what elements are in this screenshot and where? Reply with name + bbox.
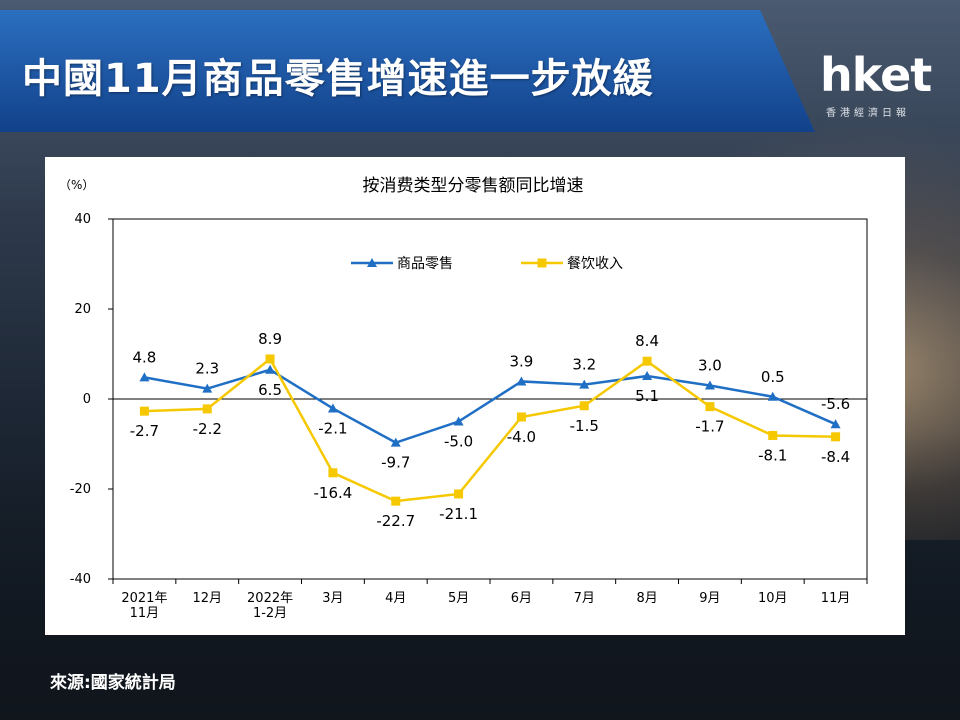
page-title: 中國11月商品零售增速進一步放緩 [22, 56, 654, 102]
data-label: 3.2 [572, 356, 596, 374]
x-tick-label: 2021年 [121, 591, 167, 606]
data-label: 2.3 [195, 360, 219, 378]
legend-marker [537, 258, 547, 268]
chart-title: 按消费类型分零售额同比增速 [363, 176, 584, 196]
y-unit-label: （%） [59, 178, 94, 192]
source-note: 來源:國家統計局 [50, 673, 176, 693]
series-2-point [265, 354, 275, 364]
y-tick-label: 0 [83, 392, 91, 407]
data-label: 6.5 [258, 381, 282, 399]
chart-data-labels: 4.8 2.3 6.5 -2.1 -9.7 -5.0 3.9 3.2 5.1 3.0 0.5 -5.6… [130, 330, 850, 530]
data-label: -5.6 [821, 395, 850, 413]
series-2-point [516, 412, 526, 422]
series-1-point [453, 416, 464, 426]
legend-label: 餐饮收入 [567, 256, 623, 272]
series-2-point [768, 430, 778, 440]
chart-markers [139, 354, 841, 506]
y-tick-label: 40 [74, 212, 91, 227]
series-line-2 [144, 357, 836, 503]
series-2-point [831, 432, 841, 442]
legend-marker [367, 258, 377, 267]
series-1-point [516, 376, 527, 386]
data-label: -1.7 [695, 418, 724, 436]
data-label: 5.1 [635, 387, 659, 405]
data-label: 8.4 [635, 332, 659, 350]
data-label: 4.8 [132, 348, 156, 366]
hket-logo: hket 香港經濟日報 [820, 50, 940, 120]
series-2-point [391, 496, 401, 506]
data-label: -16.4 [314, 484, 353, 502]
x-tick-label: 7月 [574, 591, 595, 606]
chart-lines [144, 357, 837, 503]
series-2-point [202, 404, 212, 414]
x-tick-label: 10月 [758, 591, 788, 606]
data-label: -22.7 [376, 512, 415, 530]
data-label: -2.2 [193, 420, 222, 438]
series-1-point [579, 379, 590, 389]
series-1-point [767, 391, 778, 401]
title-banner-shape [0, 10, 815, 132]
data-label: -2.7 [130, 422, 159, 440]
x-tick-label: 4月 [385, 591, 406, 606]
title-banner: 中國11月商品零售增速進一步放緩 [0, 10, 815, 132]
series-1-point [139, 372, 150, 382]
y-tick-label: -20 [70, 482, 91, 497]
y-tick-label: -40 [70, 572, 91, 587]
series-2-point [705, 402, 715, 412]
legend-label: 商品零售 [397, 256, 453, 272]
series-1-point [390, 437, 401, 447]
series-2-point [579, 401, 589, 411]
series-1-point [265, 364, 276, 374]
data-label: 0.5 [761, 368, 785, 386]
x-tick-label: 2022年 [247, 591, 293, 606]
chart-svg: 按消费类型分零售额同比增速 （%） 40200-20-402021年11月12月… [59, 176, 868, 621]
data-label: -4.0 [507, 428, 536, 446]
chart-legend: 商品零售 餐饮收入 [351, 256, 623, 272]
series-1-point [327, 403, 338, 413]
data-label: -8.4 [821, 448, 850, 466]
logo-wordmark: hket [820, 48, 932, 102]
data-label: -1.5 [570, 417, 599, 435]
data-label: -5.0 [444, 433, 473, 451]
data-label: 3.0 [698, 357, 722, 375]
series-2-point [642, 356, 652, 366]
y-tick-label: 20 [74, 302, 91, 317]
chart-panel: 按消费类型分零售额同比增速 （%） 40 20 0 -20 -40 2021年 11月 12月… [45, 157, 905, 635]
x-tick-label: 9月 [699, 591, 720, 606]
series-1-point [830, 419, 841, 429]
data-label: -2.1 [318, 419, 347, 437]
x-tick-label: 1-2月 [253, 606, 287, 621]
series-1-point [202, 383, 213, 393]
x-tick-label: 12月 [192, 591, 222, 606]
data-label: -9.7 [381, 454, 410, 472]
data-label: -8.1 [758, 446, 787, 464]
series-1-point [704, 380, 715, 390]
series-2-point [454, 489, 464, 499]
data-label: -21.1 [439, 505, 478, 523]
x-tick-label: 6月 [511, 591, 532, 606]
logo-subtitle: 香港經濟日報 [826, 108, 910, 119]
series-2-point [139, 406, 149, 416]
series-line-1 [144, 368, 837, 445]
x-tick-label: 8月 [636, 591, 657, 606]
x-tick-label: 11月 [130, 606, 160, 621]
x-tick-label: 11月 [821, 591, 851, 606]
x-tick-label: 3月 [322, 591, 343, 606]
data-label: 8.9 [258, 330, 282, 348]
series-1-point [642, 371, 653, 381]
series-2-point [328, 468, 338, 478]
x-tick-label: 5月 [448, 591, 469, 606]
data-label: 3.9 [509, 352, 533, 370]
